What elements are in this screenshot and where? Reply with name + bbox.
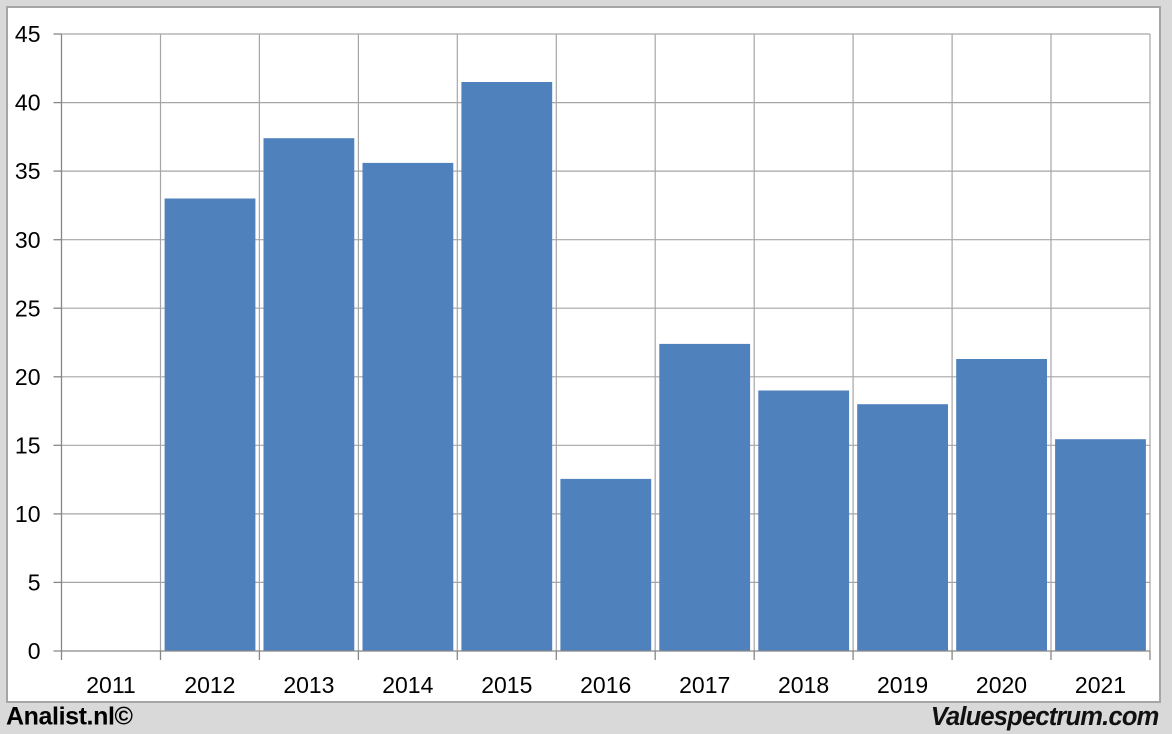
svg-text:2019: 2019 — [877, 672, 928, 698]
svg-text:2011: 2011 — [86, 672, 135, 698]
svg-text:2018: 2018 — [778, 672, 829, 698]
svg-text:15: 15 — [15, 432, 41, 458]
svg-text:2017: 2017 — [679, 672, 730, 698]
svg-text:0: 0 — [28, 638, 41, 664]
svg-text:2021: 2021 — [1075, 672, 1126, 698]
svg-text:40: 40 — [15, 90, 41, 116]
svg-text:2015: 2015 — [481, 672, 532, 698]
svg-text:35: 35 — [15, 158, 41, 184]
svg-text:10: 10 — [15, 501, 41, 527]
svg-text:2013: 2013 — [283, 672, 334, 698]
svg-text:Valuespectrum.com: Valuespectrum.com — [931, 703, 1159, 731]
svg-text:25: 25 — [15, 295, 41, 321]
svg-text:20: 20 — [15, 364, 41, 390]
svg-text:2016: 2016 — [580, 672, 631, 698]
svg-text:30: 30 — [15, 227, 41, 253]
svg-text:5: 5 — [28, 570, 41, 596]
svg-text:2014: 2014 — [382, 672, 433, 698]
svg-text:2012: 2012 — [184, 672, 235, 698]
svg-text:45: 45 — [15, 21, 41, 47]
svg-text:Analist.nl©: Analist.nl© — [6, 703, 134, 731]
svg-text:2020: 2020 — [976, 672, 1027, 698]
